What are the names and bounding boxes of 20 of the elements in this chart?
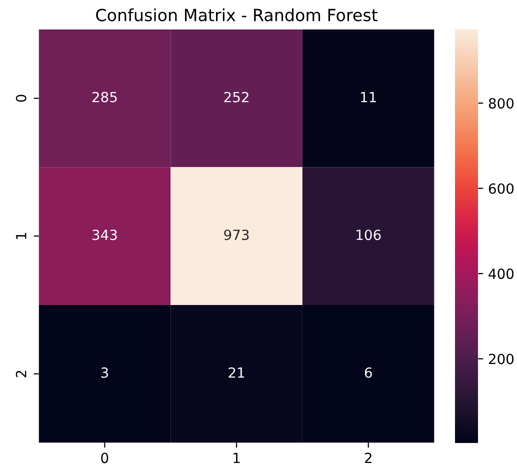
color-bar-label: 600 xyxy=(488,183,514,194)
data-label: 343 xyxy=(92,230,117,240)
data-label: 106 xyxy=(356,230,381,240)
y-tick-label: 0 xyxy=(16,94,26,102)
data-label: 11 xyxy=(361,92,376,102)
color-bar-label: 200 xyxy=(488,354,514,364)
data-label: 252 xyxy=(224,92,248,102)
y-tick-label: 2 xyxy=(16,370,26,378)
color-bar-label: 400 xyxy=(488,268,514,280)
chart-title: Confusion Matrix - Random Forest xyxy=(96,8,378,22)
x-tick-label: 0 xyxy=(101,452,108,464)
data-label: 3 xyxy=(101,367,108,378)
data-label: 973 xyxy=(224,230,249,240)
color-bar-label: 800 xyxy=(488,98,514,109)
x-tick-label: 2 xyxy=(364,452,372,463)
data-label: 285 xyxy=(92,92,117,102)
data-label: 6 xyxy=(364,367,372,378)
x-tick-label: 1 xyxy=(234,452,240,463)
data-label: 21 xyxy=(228,367,244,378)
y-tick-label: 1 xyxy=(16,232,26,239)
